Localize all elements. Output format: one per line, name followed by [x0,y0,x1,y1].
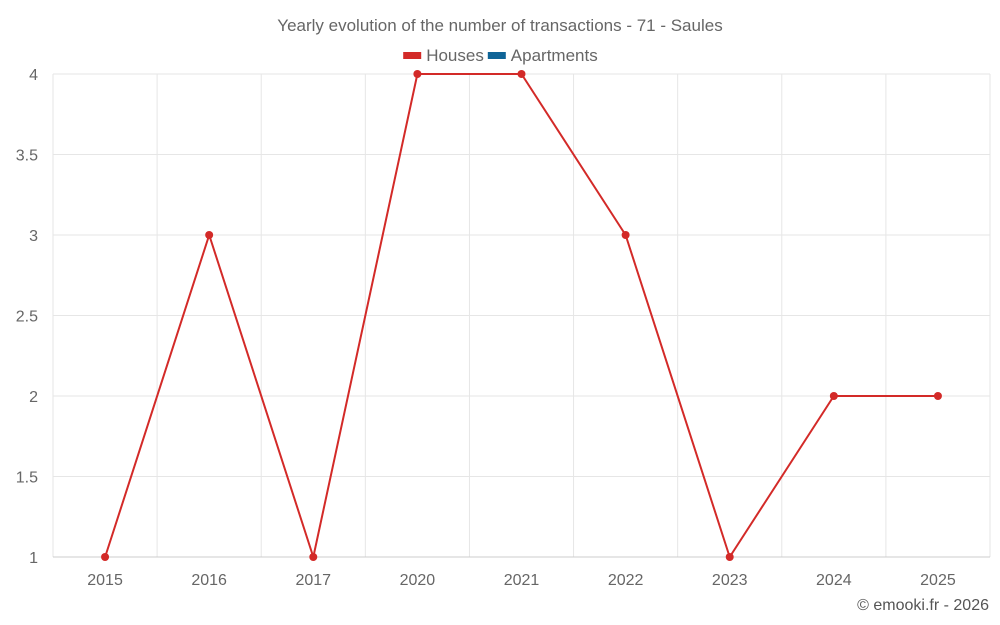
y-tick-label: 2 [29,389,38,406]
x-tick-label: 2017 [295,572,331,589]
data-point-houses-2022[interactable] [621,231,630,239]
data-point-houses-2016[interactable] [205,231,214,239]
legend-label: Houses [426,46,484,65]
x-tick-label: 2022 [608,572,644,589]
y-axis-ticks: 1 1.5 2 2.5 3 3.5 4 [16,67,38,567]
x-tick-label: 2015 [87,572,123,589]
data-point-houses-2023[interactable] [725,553,734,561]
y-tick-label: 3 [29,228,38,245]
x-tick-label: 2023 [712,572,748,589]
legend-item-apartments[interactable]: Apartments [487,46,598,65]
x-tick-label: 2021 [504,572,540,589]
credit-text: © emooki.fr - 2026 [857,597,989,614]
data-point-houses-2020[interactable] [413,70,422,78]
series-layer [101,70,942,561]
y-tick-label: 1 [29,550,38,567]
x-tick-label: 2025 [920,572,956,589]
chart-legend: Houses Apartments [403,46,598,65]
legend-label: Apartments [511,46,598,65]
x-axis-ticks: 2015 2016 2017 2020 2021 2022 2023 2024 2025 [87,572,956,589]
data-point-houses-2017[interactable] [309,553,318,561]
x-tick-label: 2016 [191,572,227,589]
chart-title: Yearly evolution of the number of transa… [277,16,722,35]
data-point-houses-2021[interactable] [517,70,526,78]
data-point-houses-2015[interactable] [101,553,110,561]
data-point-houses-2025[interactable] [933,392,942,400]
x-tick-label: 2020 [400,572,436,589]
legend-swatch [487,52,506,59]
y-tick-label: 1.5 [16,470,38,487]
y-tick-label: 4 [29,67,38,84]
data-point-houses-2024[interactable] [829,392,838,400]
y-tick-label: 2.5 [16,309,38,326]
legend-swatch [403,52,422,59]
y-grid [53,73,990,477]
y-tick-label: 3.5 [16,148,38,165]
legend-item-houses[interactable]: Houses [403,46,484,65]
x-tick-label: 2024 [816,572,852,589]
